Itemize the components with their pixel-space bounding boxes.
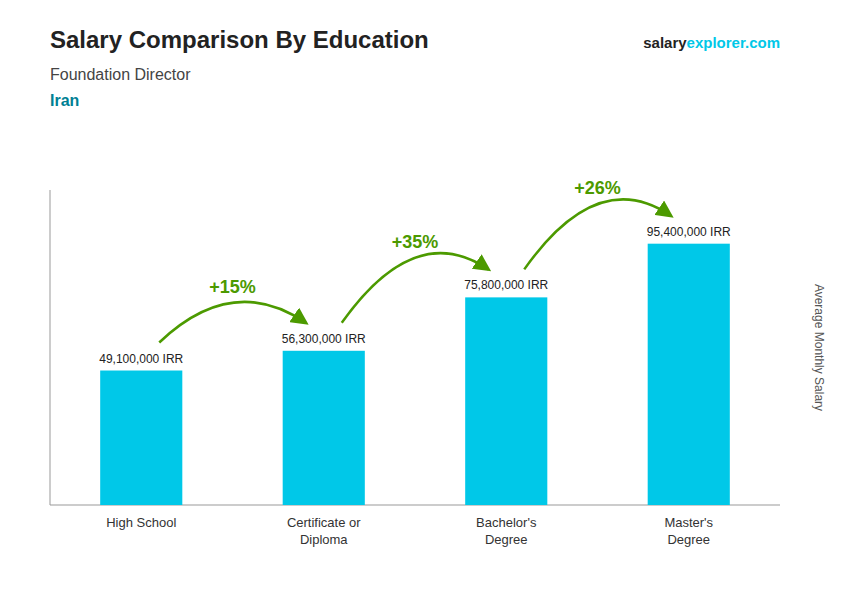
x-tick-label: Master's Degree (664, 515, 713, 547)
x-tick-label: Certificate or Diploma (287, 515, 361, 547)
source: salaryexplorer.com (643, 34, 780, 51)
y-axis-line (50, 190, 51, 505)
chart-svg: Salary Comparison By Education Foundation… (0, 0, 850, 606)
data-label: 75,800,000 IRR (464, 278, 548, 292)
bar (100, 371, 182, 505)
y-axis-label: Average Monthly Salary (812, 284, 826, 411)
change-label: +26% (574, 178, 621, 198)
change-label: +15% (209, 277, 256, 297)
change-arrow (524, 199, 671, 269)
data-labels: 49,100,000 IRR 56,300,000 IRR 75,800,000 I… (99, 225, 731, 366)
change-arrow (159, 302, 306, 343)
x-tick-label-line: Diploma (300, 532, 348, 547)
x-tick-label-line: Master's (664, 515, 713, 530)
change-annotations: +15% +35% +26% (159, 178, 671, 342)
source-part: salary (643, 34, 687, 51)
subtitle: Foundation Director (50, 66, 191, 83)
title: Salary Comparison By Education (50, 26, 429, 53)
source-part: .com (745, 34, 780, 51)
x-tick-label-line: Degree (485, 532, 528, 547)
page: {"chart_data": {"type": "bar", "title": … (0, 0, 850, 606)
change-arrow (342, 253, 489, 323)
change-label: +35% (392, 232, 439, 252)
bar (648, 244, 730, 505)
x-tick-labels: High School Certificate or Diploma Bachelor… (106, 515, 713, 547)
x-tick-label-line: Bachelor's (476, 515, 537, 530)
bar (283, 351, 365, 505)
x-tick-label: Bachelor's Degree (476, 515, 537, 547)
data-label: 56,300,000 IRR (282, 332, 366, 346)
country: Iran (50, 92, 79, 109)
chart-container: Salary Comparison By Education Foundation… (0, 0, 850, 606)
bar (465, 297, 547, 505)
data-label: 95,400,000 IRR (647, 225, 731, 239)
x-tick-label-line: Certificate or (287, 515, 361, 530)
bars (100, 244, 730, 505)
data-label: 49,100,000 IRR (99, 352, 183, 366)
x-tick-label-line: High School (106, 515, 176, 530)
source-part: explorer (687, 34, 746, 51)
x-tick-label-line: Degree (667, 532, 710, 547)
x-tick-label: High School (106, 515, 176, 530)
